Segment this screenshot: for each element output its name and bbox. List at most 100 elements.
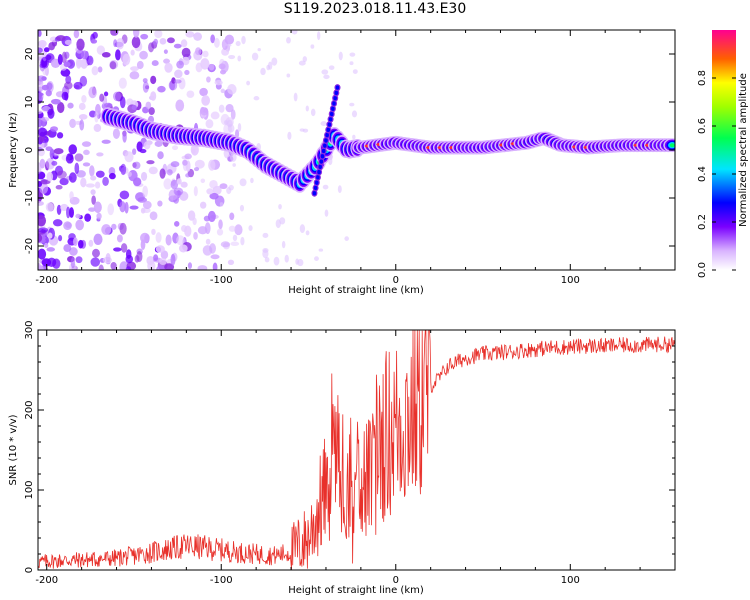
snr-ylabel: SNR (10 * v/v)	[8, 414, 19, 485]
spectrogram-blob	[122, 53, 131, 66]
spectrogram-blob	[218, 63, 226, 70]
spectrogram-blob	[214, 79, 223, 86]
spectrogram-blob	[132, 148, 137, 155]
spectrogram-blob	[131, 104, 137, 111]
spectrogram-blob	[190, 144, 199, 156]
spectrogram-blob	[302, 56, 308, 63]
spectrogram-blob	[58, 234, 63, 242]
spectrogram-blob	[43, 47, 50, 53]
spectrogram-blob	[88, 86, 97, 99]
spectrogram-blob	[210, 111, 220, 120]
spectrogram-track	[335, 85, 340, 90]
spectrogram-blob	[55, 35, 66, 42]
y-tick-label: 200	[24, 400, 35, 419]
spectrogram-blob	[99, 93, 105, 102]
spectrogram-blob	[79, 75, 88, 87]
spectrogram-xlabel: Height of straight line (km)	[288, 285, 424, 296]
spectrogram-blob	[157, 200, 163, 207]
spectrogram-blob	[349, 102, 355, 107]
spectrogram-blob	[38, 30, 42, 37]
spectrogram-blob	[194, 167, 200, 172]
spectrogram-blob	[63, 61, 71, 68]
spectrogram-blob	[110, 30, 119, 36]
spectrogram-blob	[250, 177, 254, 184]
spectrogram-track	[324, 138, 328, 143]
spectrogram-blob	[119, 222, 127, 235]
spectrogram-blob	[299, 128, 305, 132]
spectrogram-blob	[173, 43, 182, 49]
spectrogram-blob	[159, 37, 167, 45]
spectrogram-blob	[110, 262, 117, 270]
y-tick-label: 300	[24, 320, 35, 339]
spectrogram-blob	[133, 161, 141, 170]
spectrogram-blob	[182, 56, 190, 66]
spectrogram-blob	[163, 58, 170, 64]
spectrogram-ylabel: Frequency (Hz)	[8, 112, 19, 188]
colorbar: 0.0 0.2 0.4 0.6 0.8 Normalized spectral ampl…	[697, 30, 749, 278]
spectrogram-blob	[129, 71, 140, 80]
spectrogram-blob	[38, 248, 47, 260]
spectrogram-blob	[185, 31, 195, 38]
spectrogram-blob	[246, 80, 251, 86]
spectrogram-blob	[77, 239, 84, 249]
spectrogram-blob	[38, 47, 43, 54]
snr-line-group	[38, 330, 675, 570]
spectrogram-blob	[200, 58, 210, 70]
spectrogram-blob	[195, 47, 202, 56]
spectrogram-blob	[267, 61, 273, 70]
spectrogram-blob	[60, 203, 69, 212]
spectrogram-blob	[206, 188, 214, 195]
spectrogram-blob	[221, 48, 230, 56]
spectrogram-blob	[44, 242, 49, 248]
spectrogram-track	[318, 164, 322, 169]
spectrogram-blob	[93, 233, 103, 245]
spectrogram-blob	[80, 177, 87, 188]
spectrogram-blob	[130, 66, 139, 72]
spectrogram-blob	[322, 184, 329, 190]
spectrogram-blob	[199, 87, 208, 97]
spectrogram-blob	[344, 236, 349, 241]
y-tick-label: 100	[24, 480, 35, 499]
spectrogram-blob	[210, 254, 220, 260]
spectrogram-blob	[38, 86, 43, 92]
spectrogram-blob	[137, 197, 148, 203]
spectrogram-track	[334, 90, 339, 96]
spectrogram-blob	[61, 91, 69, 101]
spectrogram-track	[328, 117, 333, 122]
spectrogram-blob	[92, 248, 100, 258]
spectrogram-blob	[49, 148, 55, 160]
spectrogram-blob	[101, 139, 111, 144]
spectrogram-blob	[90, 257, 101, 267]
spectrogram-blob	[151, 60, 159, 67]
spectrogram-blob	[115, 49, 121, 61]
spectrogram-blob	[57, 102, 65, 114]
spectrogram-blob	[299, 224, 306, 234]
spectrogram-blob	[94, 181, 101, 189]
spectrogram-blob	[209, 179, 218, 189]
spectrogram-blob	[38, 162, 42, 174]
spectrogram-blob	[227, 124, 235, 133]
spectrogram-track	[313, 185, 318, 191]
spectrogram-blob	[323, 74, 330, 80]
spectrogram-blob	[305, 230, 310, 236]
spectrogram-blob	[184, 225, 192, 237]
spectrogram-blob	[93, 123, 102, 132]
spectrogram-blob	[316, 31, 321, 41]
spectrogram-blob	[145, 101, 152, 110]
spectrogram-blob	[170, 179, 179, 190]
spectrogram-blob	[209, 192, 219, 200]
spectrogram-blob	[253, 96, 260, 101]
spectrogram-blob	[157, 151, 164, 160]
spectrogram-blob	[38, 91, 44, 101]
spectrogram-track	[319, 159, 324, 164]
spectrogram-blob	[132, 177, 142, 187]
spectrogram-blob	[232, 234, 238, 242]
spectrogram-blob	[187, 262, 193, 270]
spectrogram-blob	[38, 127, 48, 137]
spectrogram-blob	[157, 85, 166, 93]
spectrogram-blob	[155, 232, 162, 243]
spectrogram-blob	[153, 254, 159, 262]
spectrogram-blob	[41, 117, 50, 122]
